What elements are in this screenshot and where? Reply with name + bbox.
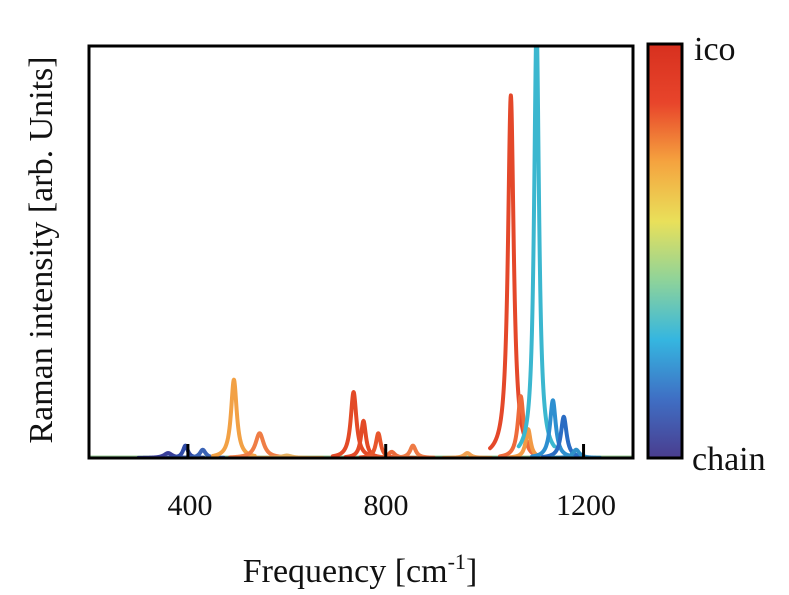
- spectrum-peak-1105: [516, 46, 557, 449]
- plot-frame: [87, 44, 635, 460]
- xtick-label-400: 400: [168, 489, 213, 522]
- spectrum-peak-735: [330, 390, 377, 458]
- xtick-label-800: 800: [364, 489, 409, 522]
- spectrum-traces: [89, 46, 633, 458]
- spectrum-peak-1053: [488, 93, 534, 451]
- colorbar: [646, 42, 684, 460]
- x-axis-label-close: ]: [466, 553, 477, 590]
- x-ticks: [186, 444, 586, 458]
- colorbar-bottom-label: chain: [692, 441, 766, 478]
- xtick-label-1200: 1200: [556, 489, 616, 522]
- spectrum-peak-1160: [540, 414, 587, 458]
- spectrum-peak-1138: [530, 398, 576, 458]
- spectrum-peak-493: [211, 377, 257, 458]
- x-axis-label-main: Frequency [cm: [243, 553, 448, 590]
- x-axis-label-superscript: -1: [448, 549, 466, 574]
- y-axis-label: Raman intensity [arb. Units]: [23, 56, 60, 443]
- x-axis-label: Frequency [cm-1]: [243, 549, 478, 590]
- colorbar-top-label: ico: [694, 31, 736, 68]
